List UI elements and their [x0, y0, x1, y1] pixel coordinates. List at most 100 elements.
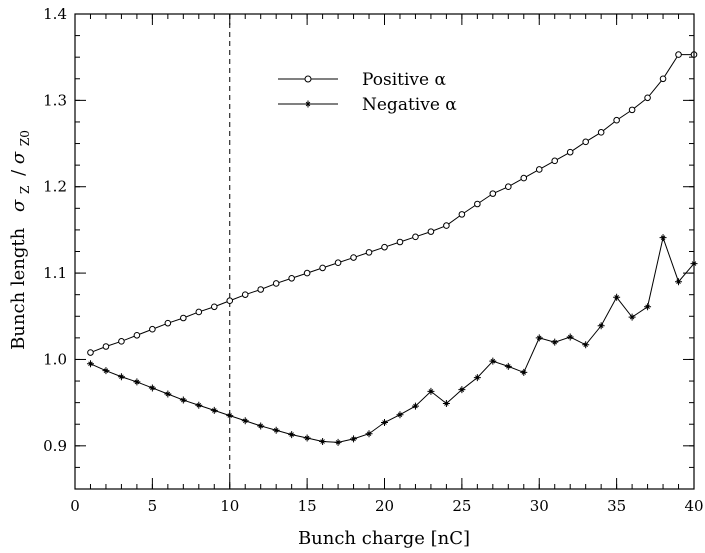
data-point: [582, 138, 589, 146]
data-point: [473, 374, 481, 382]
y-tick-label: 1.0: [43, 350, 67, 368]
data-point: [520, 174, 528, 182]
data-point: [474, 200, 481, 208]
data-point: [102, 367, 110, 375]
data-point: [535, 334, 543, 342]
data-point: [257, 286, 265, 293]
data-point: [381, 243, 388, 251]
data-point: [272, 280, 280, 287]
data-point: [551, 338, 559, 346]
x-tick-label: 35: [607, 497, 626, 515]
legend-label-positive: Positive α: [362, 70, 446, 90]
data-point: [148, 384, 156, 392]
legend-label-negative: Negative α: [362, 95, 457, 115]
data-point: [210, 303, 218, 311]
data-point: [133, 378, 141, 386]
data-point: [272, 426, 280, 434]
data-point: [597, 129, 605, 136]
series-line: [90, 54, 694, 354]
data-point: [226, 412, 234, 420]
data-point: [350, 435, 358, 443]
data-point: [365, 249, 373, 256]
data-point: [535, 166, 543, 173]
data-point: [644, 94, 651, 102]
y-tick-label: 1.4: [43, 5, 67, 23]
y-tick-label: 0.9: [43, 437, 67, 455]
y-axis-separator: /: [8, 169, 29, 176]
data-point: [195, 308, 203, 316]
data-point: [195, 401, 203, 409]
data-point: [365, 430, 373, 438]
data-point: [505, 183, 512, 191]
data-point: [551, 157, 559, 165]
data-point: [288, 274, 295, 282]
x-tick-labels: 0 5 10 15 20 25 30 35 40: [70, 497, 703, 515]
data-point: [613, 116, 620, 124]
data-point: [396, 411, 404, 419]
data-point: [520, 368, 528, 376]
data-point: [149, 325, 156, 333]
y-axis-sigma-denominator: σ: [8, 151, 29, 164]
y-tick-label: 1.3: [43, 91, 67, 109]
legend-marker-positive: [304, 75, 312, 83]
y-tick-label: 1.1: [43, 264, 67, 282]
data-point: [582, 341, 590, 349]
data-point: [458, 386, 466, 394]
data-point: [427, 228, 435, 235]
data-point: [118, 338, 125, 345]
data-point: [86, 360, 94, 368]
data-point: [102, 343, 110, 350]
data-point: [210, 406, 218, 414]
data-point: [87, 349, 94, 356]
data-point: [489, 190, 497, 197]
data-point: [241, 417, 249, 425]
data-point: [396, 238, 404, 246]
data-point: [319, 438, 327, 445]
data-point: [241, 291, 249, 298]
y-axis-sub-numerator: Z: [18, 186, 32, 194]
y-axis-label: Bunch length σ Z / σ Z0: [8, 130, 34, 350]
x-tick-label: 40: [684, 497, 703, 515]
data-point: [659, 75, 667, 83]
data-point: [628, 313, 636, 321]
x-tick-label: 30: [530, 497, 549, 515]
series-layer: [86, 51, 698, 446]
data-point: [644, 303, 652, 311]
data-point: [257, 422, 265, 430]
data-point: [319, 264, 326, 272]
plot-frame: [74, 13, 695, 490]
data-point: [566, 333, 574, 341]
data-point: [117, 373, 125, 381]
data-point: [334, 438, 342, 446]
series-line: [90, 235, 695, 443]
legend: Positive α Negative α: [278, 70, 457, 115]
data-point: [179, 396, 187, 404]
data-point: [613, 293, 621, 301]
y-axis-sub-denominator: Z0: [18, 130, 32, 146]
data-point: [489, 357, 497, 365]
y-tick-label: 1.2: [43, 178, 67, 196]
data-point: [597, 322, 605, 330]
data-point: [288, 431, 296, 439]
x-tick-label: 20: [375, 497, 394, 515]
data-point: [566, 148, 574, 156]
x-tick-label: 5: [148, 497, 158, 515]
data-point: [458, 211, 466, 218]
data-point: [504, 362, 512, 370]
y-axis-label-prefix: Bunch length: [8, 227, 29, 350]
data-point: [334, 259, 342, 267]
y-axis-sigma-numerator: σ: [8, 199, 29, 212]
series-positive-alpha: [87, 51, 698, 356]
data-point: [303, 434, 311, 442]
data-point: [164, 390, 172, 398]
data-point: [412, 233, 419, 241]
data-point: [411, 402, 419, 410]
x-axis-label: Bunch charge [nC]: [298, 528, 470, 549]
svg-text:Bunch length σ Z: Bunch length σ Z / σ Z0: [8, 130, 34, 350]
x-tick-label: 0: [70, 497, 80, 515]
legend-marker-negative: [304, 100, 312, 108]
series-negative-alpha: [86, 234, 698, 446]
data-point: [427, 387, 435, 395]
x-tick-label: 25: [452, 497, 471, 515]
